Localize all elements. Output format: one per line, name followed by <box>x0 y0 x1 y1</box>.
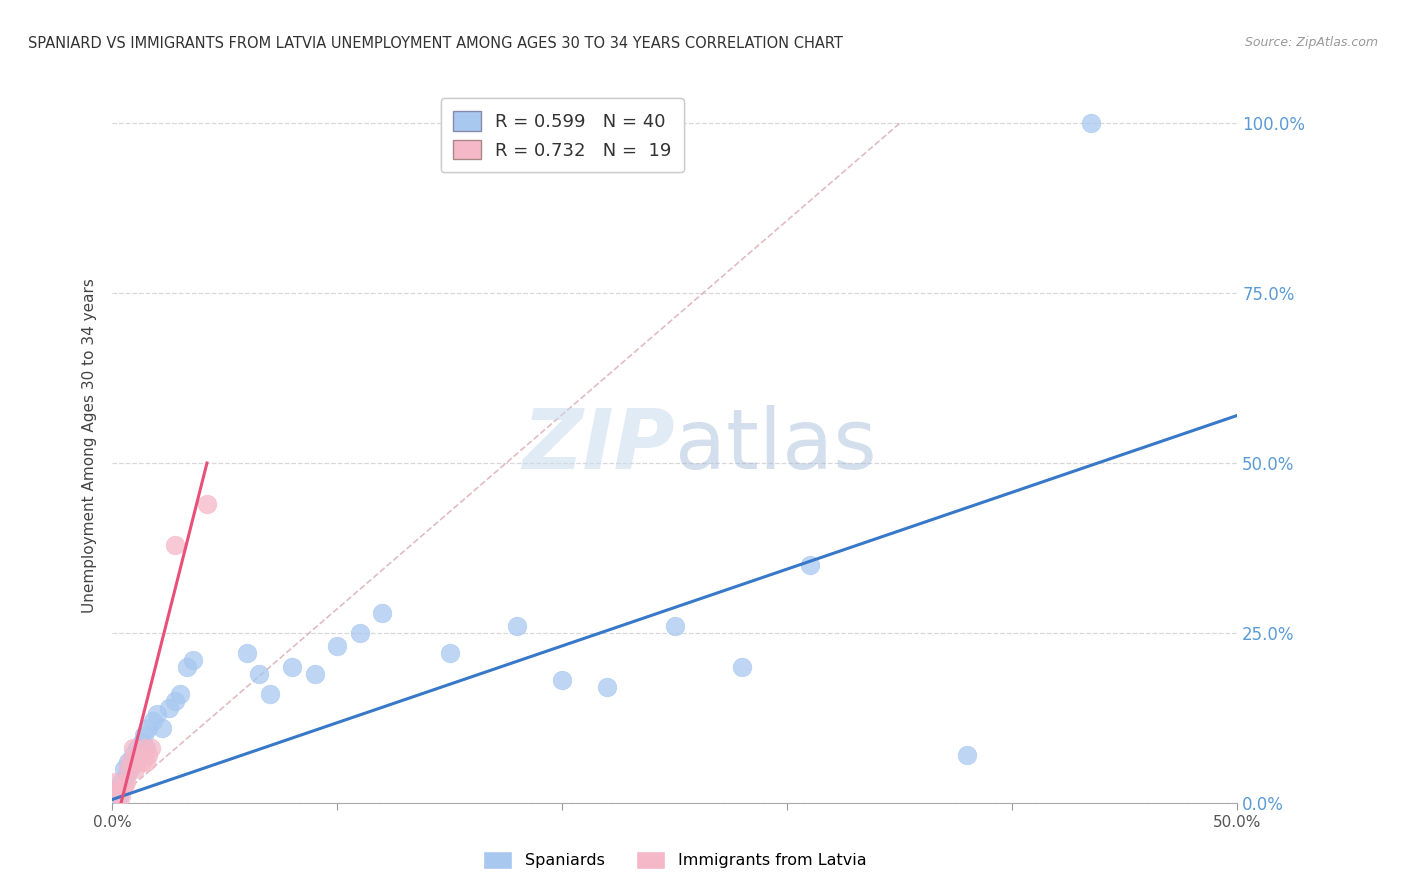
Point <box>131 755 153 769</box>
Point <box>112 762 135 776</box>
Point <box>104 775 127 789</box>
Point <box>110 789 132 803</box>
Point <box>127 755 149 769</box>
Point <box>117 755 139 769</box>
Point <box>142 714 165 729</box>
Point <box>124 755 146 769</box>
Point <box>281 660 304 674</box>
Point <box>105 782 128 797</box>
Point <box>131 734 153 748</box>
Point <box>127 741 149 756</box>
Point <box>146 707 169 722</box>
Text: Source: ZipAtlas.com: Source: ZipAtlas.com <box>1244 36 1378 49</box>
Point <box>326 640 349 654</box>
Point <box>731 660 754 674</box>
Point <box>128 748 150 763</box>
Point <box>132 728 155 742</box>
Point <box>304 666 326 681</box>
Legend: Spaniards, Immigrants from Latvia: Spaniards, Immigrants from Latvia <box>477 845 873 875</box>
Point <box>120 762 142 776</box>
Point <box>132 741 155 756</box>
Point <box>247 666 270 681</box>
Point <box>108 789 131 803</box>
Point <box>138 748 160 763</box>
Point <box>105 786 128 800</box>
Point <box>157 700 180 714</box>
Point <box>259 687 281 701</box>
Point <box>165 537 187 551</box>
Point <box>115 769 138 783</box>
Point <box>128 748 150 763</box>
Point <box>121 741 143 756</box>
Point <box>150 721 173 735</box>
Text: ZIP: ZIP <box>522 406 675 486</box>
Point <box>176 660 198 674</box>
Text: SPANIARD VS IMMIGRANTS FROM LATVIA UNEMPLOYMENT AMONG AGES 30 TO 34 YEARS CORREL: SPANIARD VS IMMIGRANTS FROM LATVIA UNEMP… <box>28 36 844 51</box>
Point <box>110 775 132 789</box>
Point <box>195 497 218 511</box>
Point <box>664 619 686 633</box>
Point <box>121 748 143 763</box>
Point <box>551 673 574 688</box>
Point <box>506 619 529 633</box>
Point <box>371 606 394 620</box>
Point <box>138 721 160 735</box>
Point <box>596 680 619 694</box>
Point <box>115 775 138 789</box>
Point <box>1080 116 1102 130</box>
Point <box>135 741 157 756</box>
Point <box>349 626 371 640</box>
Point <box>956 748 979 763</box>
Point <box>236 646 259 660</box>
Point <box>169 687 191 701</box>
Point <box>135 755 157 769</box>
Text: atlas: atlas <box>675 406 876 486</box>
Y-axis label: Unemployment Among Ages 30 to 34 years: Unemployment Among Ages 30 to 34 years <box>82 278 97 614</box>
Point <box>108 782 131 797</box>
Point <box>124 762 146 776</box>
Point <box>112 779 135 793</box>
Point <box>117 762 139 776</box>
Point <box>165 694 187 708</box>
Point <box>120 755 142 769</box>
Point <box>439 646 461 660</box>
Point <box>799 558 821 572</box>
Point <box>183 653 205 667</box>
Legend: R = 0.599   N = 40, R = 0.732   N =  19: R = 0.599 N = 40, R = 0.732 N = 19 <box>441 98 683 172</box>
Point <box>139 741 162 756</box>
